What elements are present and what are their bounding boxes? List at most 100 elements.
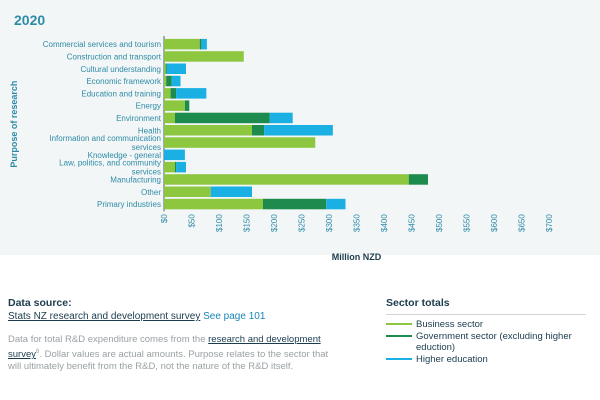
bar-segment-government: [263, 198, 327, 210]
category-label: Environment: [116, 114, 162, 123]
bar-segment-business: [164, 137, 316, 148]
data-source-line: Stats NZ research and development survey…: [8, 311, 338, 322]
category-label-line: services: [132, 143, 161, 152]
bar-segment-government: [184, 100, 190, 111]
legend-item-higher-education: Higher education: [386, 354, 586, 365]
category-label: Information and communication services: [49, 134, 161, 152]
x-axis-title: Million NZD: [332, 252, 382, 262]
bar-segment-government: [252, 125, 265, 136]
category-label-line: Manufacturing: [110, 175, 161, 184]
x-tick-label: $650: [518, 214, 527, 232]
category-label-line: Environment: [116, 114, 162, 123]
bar-segment-business: [164, 112, 175, 124]
note-text-end: . Dollar values are actual amounts. Purp…: [8, 349, 329, 373]
bar-segment-higher-education: [176, 161, 186, 173]
data-source-note: Data for total R&D expenditure comes fro…: [8, 334, 338, 373]
chart-canvas: Commercial services and tourism Construct…: [9, 36, 554, 262]
x-tick-label: $550: [463, 214, 472, 232]
legend-item-business: Business sector: [386, 319, 586, 330]
category-label: Construction and transport: [67, 52, 162, 61]
x-tick-label: $250: [298, 214, 307, 232]
bar-segment-higher-education: [171, 75, 181, 87]
category-label-line: Knowledge - general: [88, 151, 162, 160]
legend-item-government: Government sector (excluding higher educ…: [386, 331, 586, 353]
bar-segment-government: [175, 161, 177, 173]
legend-label-higher-education: Higher education: [416, 354, 488, 365]
category-label-line: Information and communication: [49, 134, 161, 143]
x-tick-label: $300: [325, 214, 334, 232]
bar-segment-higher-education: [269, 112, 293, 124]
bar-segment-business: [164, 198, 263, 210]
legend: Sector totals Business sector Government…: [386, 297, 586, 366]
bar-segment-government: [166, 75, 172, 87]
category-label-line: Law, politics, and community: [59, 159, 161, 168]
bar-segment-higher-education: [166, 63, 186, 74]
category-label: Cultural understanding: [81, 65, 162, 74]
data-source-section: Data source: Stats NZ research and devel…: [8, 297, 338, 373]
x-tick-label: $600: [490, 214, 499, 232]
category-label-line: services: [132, 168, 161, 177]
x-tick-label: $100: [215, 214, 224, 232]
bar-segment-business: [164, 75, 167, 87]
category-label: Knowledge - general: [88, 151, 162, 160]
bar-segment-business: [164, 51, 244, 62]
x-tick-label: $400: [380, 214, 389, 232]
x-tick-label: $450: [408, 214, 417, 232]
category-label: Primary industries: [97, 200, 161, 209]
data-source-title: Data source:: [8, 297, 72, 309]
legend-label-government: Government sector (excluding higher educ…: [416, 331, 572, 353]
bar-segment-business: [164, 38, 200, 50]
x-tick-label: $150: [243, 214, 252, 232]
bar-segment-government: [408, 174, 428, 185]
category-label: Manufacturing: [110, 175, 161, 184]
category-label: Economic framework: [86, 77, 162, 86]
x-tick-label: $350: [353, 214, 362, 232]
category-label-line: Primary industries: [97, 200, 161, 209]
category-label-line: Education and training: [81, 89, 161, 98]
bar-segment-government: [165, 63, 167, 74]
legend-swatch-business: [386, 323, 412, 325]
x-tick-label: $700: [545, 214, 554, 232]
category-label: Energy: [136, 102, 161, 111]
category-label: Law, politics, and community services: [59, 159, 161, 177]
legend-swatch-government: [386, 335, 412, 337]
x-tick-label: $50: [188, 214, 197, 228]
bar-segment-business: [164, 88, 171, 99]
y-axis-title: Purpose of research: [9, 81, 19, 168]
bar-segment-business: [164, 186, 211, 197]
bar-segment-business: [164, 161, 175, 173]
category-label-line: Construction and transport: [67, 52, 162, 61]
category-label-line: Economic framework: [86, 77, 162, 86]
chart-year-title: 2020: [14, 12, 46, 28]
bar-segment-higher-education: [264, 125, 333, 136]
category-label: Other: [141, 188, 161, 197]
x-tick-label: $200: [270, 214, 279, 232]
category-label-line: Other: [141, 188, 161, 197]
bar-segment-government: [175, 112, 270, 124]
x-tick-label: $500: [435, 214, 444, 232]
category-label: Health: [138, 126, 161, 135]
bar-segment-business: [164, 63, 166, 74]
footnote-marker: 6: [35, 349, 40, 355]
bar-segment-government: [170, 88, 177, 99]
x-tick-label: $0: [160, 214, 169, 223]
bar-segment-higher-education: [176, 88, 207, 99]
bar-segment-business: [164, 100, 185, 111]
category-label-line: Energy: [136, 102, 161, 111]
page-reference-link[interactable]: See page 101: [203, 311, 266, 322]
bar-segment-business: [164, 174, 409, 185]
bar-segment-business: [164, 125, 252, 136]
bar-segment-higher-education: [201, 38, 207, 50]
bar-segment-higher-education: [164, 149, 185, 161]
data-source-link[interactable]: Stats NZ research and development survey: [8, 311, 201, 322]
bar-segment-higher-education: [210, 186, 252, 197]
legend-swatch-higher-education: [386, 358, 412, 360]
bar-segment-government: [199, 38, 202, 50]
survey-link[interactable]: research and development survey: [8, 334, 321, 361]
legend-title: Sector totals: [386, 297, 586, 315]
bar-segment-higher-education: [326, 198, 346, 210]
category-label-line: Health: [138, 126, 161, 135]
legend-label-business: Business sector: [416, 319, 484, 330]
category-label: Commercial services and tourism: [43, 40, 162, 49]
note-text-start: Data for total R&D expenditure comes fro…: [8, 334, 209, 345]
